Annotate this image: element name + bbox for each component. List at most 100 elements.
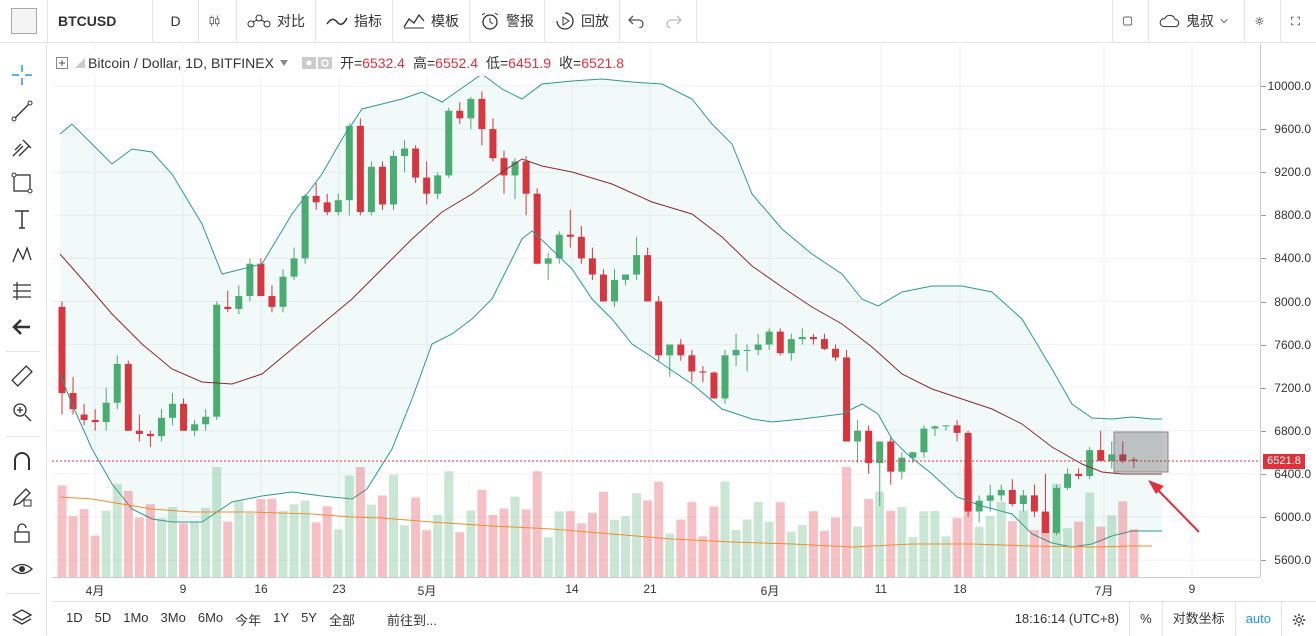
range-button[interactable]: 1Mo	[123, 609, 149, 625]
prediction-tool[interactable]	[8, 277, 36, 305]
price-axis[interactable]: 10000.0 9600.0 9200.0 8800.0 8400.0 8000.0 760…	[1260, 44, 1316, 577]
bollinger-basis	[59, 158, 1162, 475]
range-button[interactable]: 5D	[94, 609, 112, 625]
logo-image	[10, 8, 37, 34]
volume-bar	[123, 490, 133, 577]
volume-bar	[643, 500, 653, 577]
range-button[interactable]: 5Y	[301, 609, 317, 625]
range-button[interactable]: 今年	[235, 612, 262, 628]
expand-legend-icon[interactable]	[56, 57, 68, 69]
candle-body	[246, 263, 254, 297]
chevron-down-icon[interactable]	[279, 60, 288, 66]
interval-button[interactable]: D	[153, 0, 199, 42]
candle-body	[58, 306, 66, 394]
eye-toggle-icon[interactable]	[301, 57, 316, 69]
time-axis[interactable]: 4月 9 16 23 5月 14 21 6月 11 18 7月 9	[52, 577, 1260, 598]
text-tool[interactable]	[8, 205, 36, 233]
compare-button[interactable]: 对比	[237, 0, 316, 42]
price-chart[interactable]	[52, 44, 1260, 577]
volume-bar	[256, 498, 266, 577]
trendline-tool[interactable]	[8, 97, 36, 125]
fullscreen-layout-button[interactable]	[1112, 0, 1148, 42]
undo-icon	[628, 15, 644, 28]
range-button[interactable]: 6Mo	[197, 609, 224, 625]
candle-body	[191, 424, 199, 431]
pattern-tool[interactable]	[8, 241, 36, 269]
candle-body	[876, 441, 884, 464]
alert-button[interactable]: 警报	[470, 0, 545, 42]
zoom-tool[interactable]	[8, 398, 36, 426]
toolbar-divider	[6, 593, 40, 594]
volume-bar	[455, 532, 465, 577]
range-button[interactable]: 3Mo	[160, 609, 186, 625]
symbol-search-button[interactable]: BTCUSD	[48, 0, 153, 42]
indicators-button[interactable]: 指标	[316, 0, 393, 42]
volume-bar	[156, 518, 166, 577]
lock-all-tool[interactable]	[8, 519, 36, 547]
candle-body	[677, 344, 685, 356]
time-tick-label: 14	[565, 582, 579, 596]
gear-icon	[1292, 613, 1306, 626]
measure-tool[interactable]	[8, 362, 36, 390]
time-tick-label: 7月	[1094, 584, 1114, 598]
range-buttons: 1D 5D 1Mo 3Mo 6Mo 今年 1Y 5Y 全部	[52, 610, 361, 629]
volume-bar	[422, 530, 432, 577]
gear-icon	[1255, 17, 1264, 25]
chart-type-button[interactable]	[199, 0, 237, 42]
lock-drawing-tool[interactable]	[8, 483, 36, 511]
cloud-save-button[interactable]: 鬼叔	[1148, 0, 1244, 42]
range-button[interactable]: 1Y	[273, 609, 290, 625]
volume-bar	[654, 481, 664, 577]
volume-bar	[57, 485, 67, 577]
gear-icon[interactable]	[317, 57, 332, 69]
candle-body	[91, 419, 99, 423]
candle-body	[854, 430, 862, 442]
candle-body	[931, 426, 939, 429]
replay-button[interactable]: 回放	[545, 0, 620, 42]
object-tree-tool[interactable]	[8, 604, 36, 632]
volume-bar	[587, 512, 597, 577]
log-scale-button[interactable]: 对数坐标	[1161, 602, 1235, 636]
settings-button[interactable]	[1244, 0, 1280, 42]
percent-scale-button[interactable]: %	[1129, 602, 1162, 636]
fullscreen-button[interactable]	[1280, 0, 1316, 42]
volume-bar	[864, 498, 874, 577]
auto-scale-button[interactable]: auto	[1234, 602, 1281, 636]
hide-drawings-tool[interactable]	[8, 555, 36, 583]
price-tick-label: 10000.0	[1267, 79, 1311, 93]
undo-button[interactable]	[620, 0, 658, 42]
templates-button[interactable]: 模板	[393, 0, 470, 42]
volume-bar	[786, 531, 796, 577]
price-tick	[1261, 258, 1266, 260]
candle-body	[1053, 487, 1060, 534]
time-tick-label: 9	[179, 582, 187, 596]
volume-bar	[477, 489, 487, 577]
fib-tool[interactable]	[8, 133, 36, 161]
volume-bar	[1040, 512, 1050, 577]
goto-date-button[interactable]: 前往到...	[386, 612, 437, 628]
volume-bar	[610, 519, 619, 577]
volume-bar	[466, 510, 476, 577]
candle-body	[257, 263, 265, 297]
magnet-tool[interactable]	[8, 447, 36, 475]
remove-drawings-tool[interactable]	[8, 313, 36, 341]
candle-body	[279, 276, 287, 307]
volume-bar	[389, 474, 398, 577]
volume-bar	[433, 514, 443, 577]
candle-body	[69, 393, 77, 410]
chevron-down-icon	[1220, 19, 1228, 24]
logo	[0, 0, 48, 42]
range-button[interactable]: 全部	[328, 612, 355, 628]
redo-button[interactable]	[658, 0, 697, 42]
time-tick-label: 16	[254, 582, 268, 596]
range-button[interactable]: 1D	[66, 609, 83, 625]
volume-bar	[355, 467, 365, 577]
candle-body	[975, 500, 983, 512]
chart-settings-button[interactable]	[1281, 602, 1316, 636]
crosshair-tool[interactable]	[8, 61, 36, 89]
rectangle-tool[interactable]	[8, 169, 36, 197]
replay-icon	[556, 12, 574, 30]
candle-body	[655, 301, 663, 356]
price-tick-label: 8400.0	[1274, 251, 1311, 266]
time-tick-label: 18	[953, 582, 967, 596]
